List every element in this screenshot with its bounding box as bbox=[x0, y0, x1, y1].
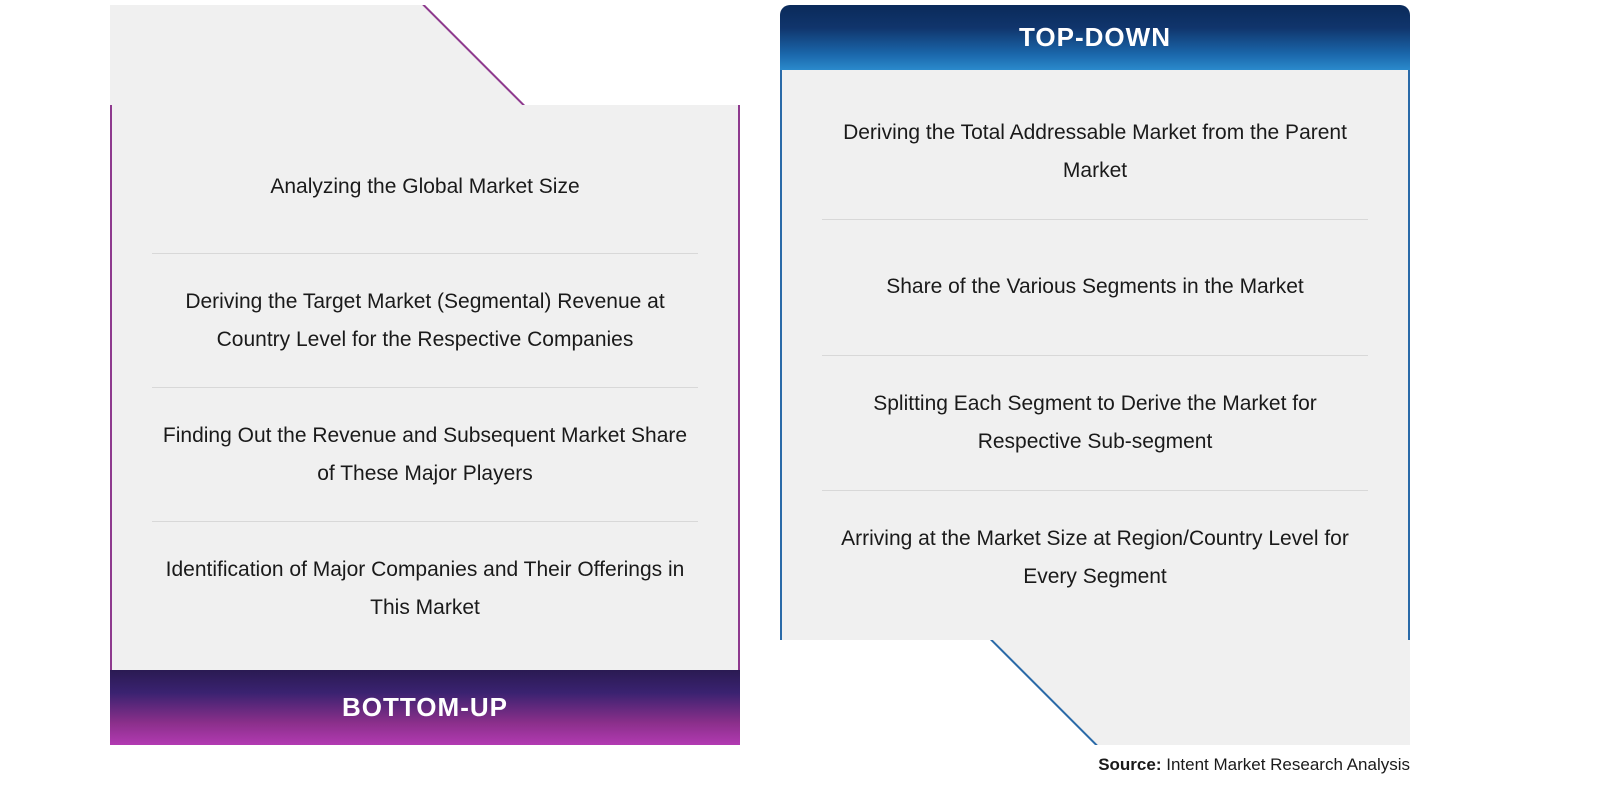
bottom-up-body: Analyzing the Global Market Size Derivin… bbox=[110, 105, 740, 670]
bottom-up-row: Finding Out the Revenue and Subsequent M… bbox=[152, 388, 698, 522]
top-down-body: Deriving the Total Addressable Market fr… bbox=[780, 70, 1410, 640]
top-down-row: Arriving at the Market Size at Region/Co… bbox=[822, 491, 1368, 625]
bottom-up-peak bbox=[110, 5, 740, 105]
top-down-trough bbox=[780, 640, 1410, 745]
top-down-row: Deriving the Total Addressable Market fr… bbox=[822, 85, 1368, 220]
top-down-label: TOP-DOWN bbox=[780, 5, 1410, 70]
source-text: Intent Market Research Analysis bbox=[1166, 755, 1410, 774]
bottom-up-row: Analyzing the Global Market Size bbox=[152, 120, 698, 254]
bottom-up-rows: Analyzing the Global Market Size Derivin… bbox=[112, 105, 738, 670]
top-down-rows: Deriving the Total Addressable Market fr… bbox=[782, 70, 1408, 640]
bottom-up-row: Deriving the Target Market (Segmental) R… bbox=[152, 254, 698, 388]
top-down-row: Share of the Various Segments in the Mar… bbox=[822, 220, 1368, 355]
bottom-up-label: BOTTOM-UP bbox=[110, 670, 740, 745]
source-label: Source: bbox=[1098, 755, 1161, 774]
bottom-up-panel: Analyzing the Global Market Size Derivin… bbox=[110, 5, 740, 745]
top-down-row: Splitting Each Segment to Derive the Mar… bbox=[822, 356, 1368, 491]
top-down-panel: TOP-DOWN Deriving the Total Addressable … bbox=[780, 5, 1410, 745]
source-line: Source: Intent Market Research Analysis bbox=[1098, 755, 1410, 775]
bottom-up-row: Identification of Major Companies and Th… bbox=[152, 522, 698, 655]
